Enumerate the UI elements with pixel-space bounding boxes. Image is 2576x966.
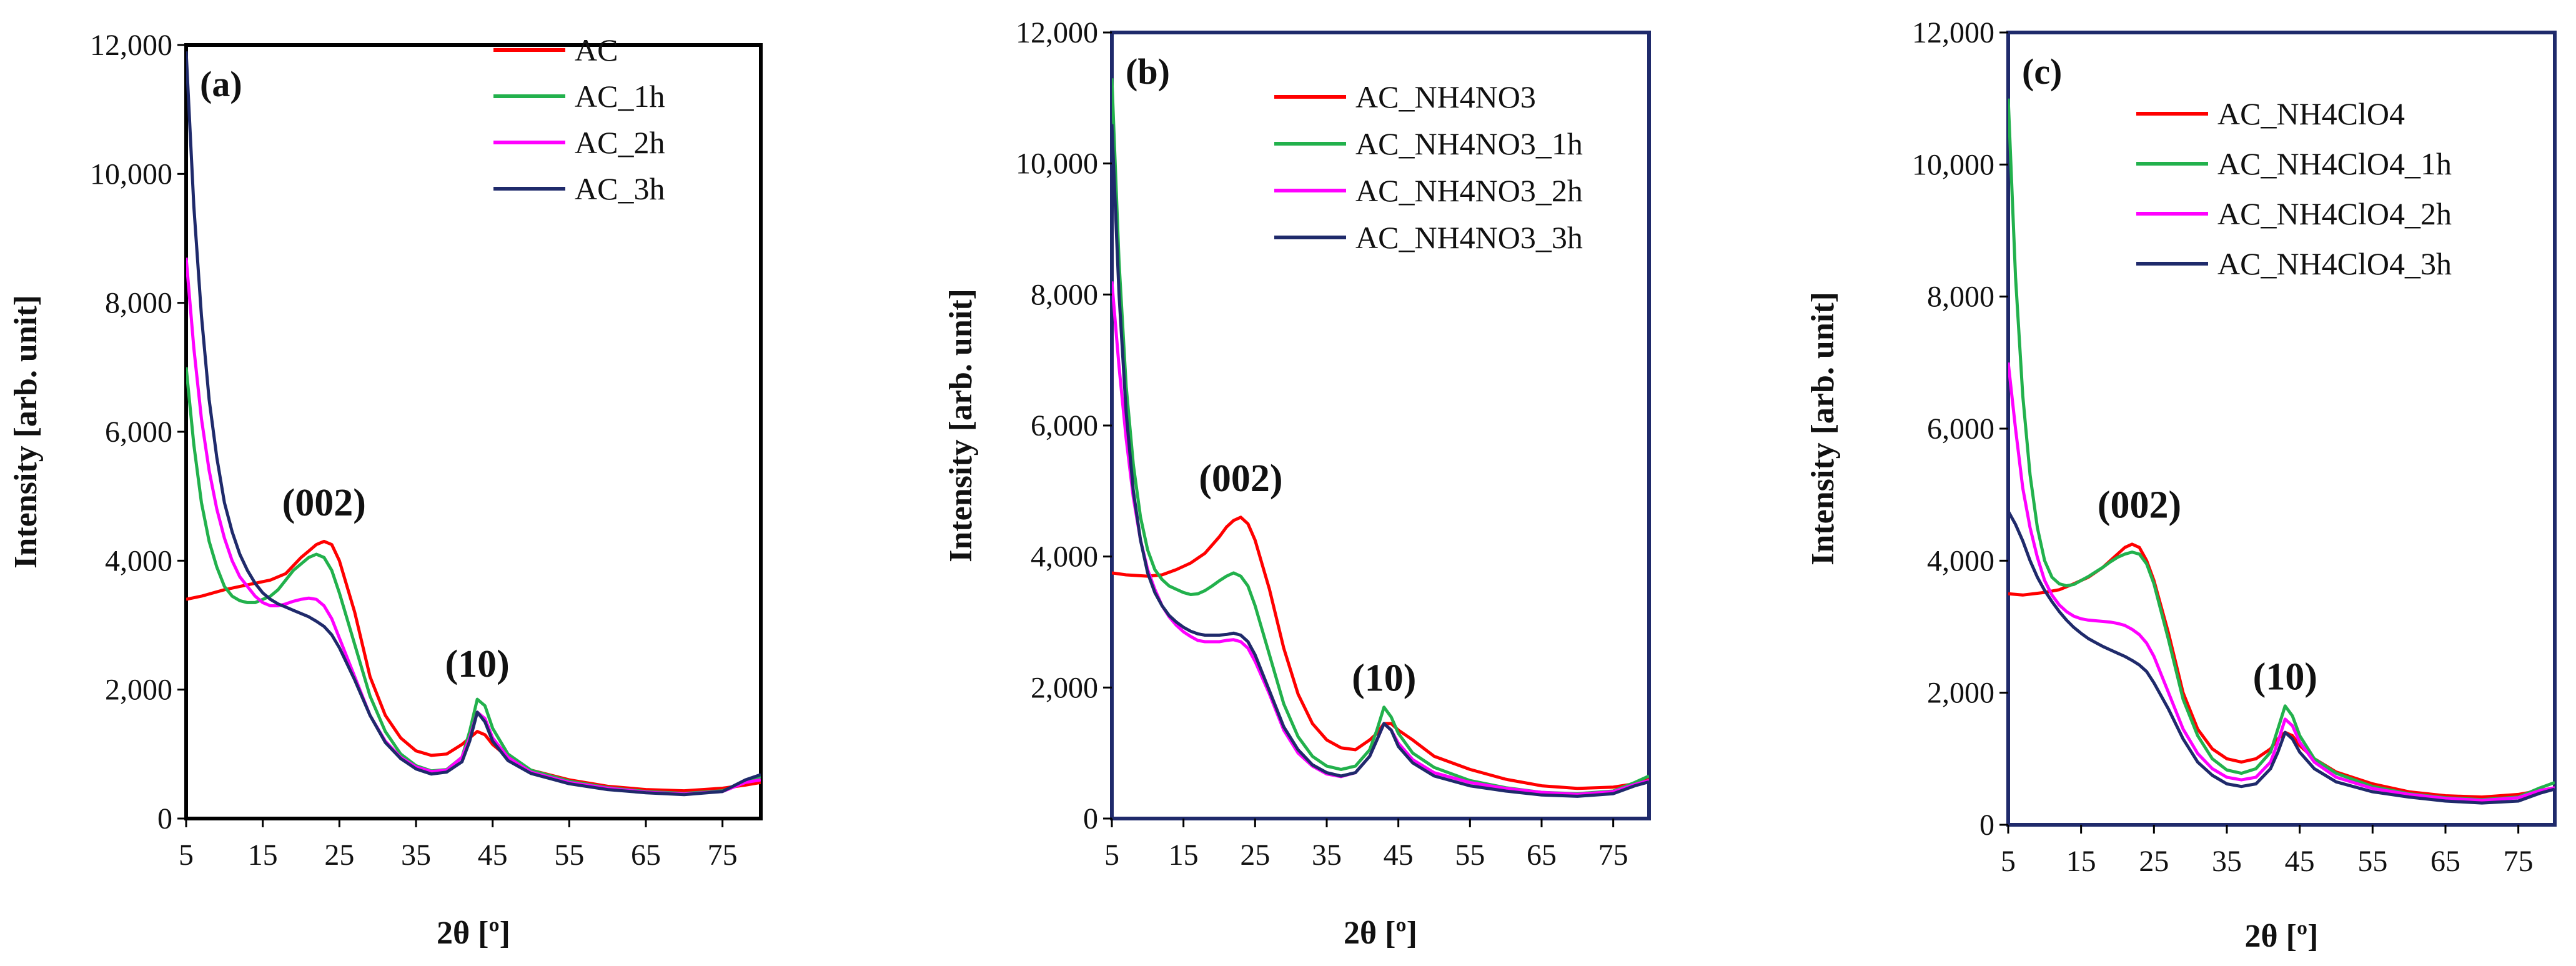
series-line-ac-nh4clo4-1h bbox=[2008, 98, 2555, 802]
x-tick-label: 25 bbox=[324, 839, 354, 872]
series-line-ac-3h bbox=[186, 51, 761, 797]
y-axis-title: Intensity [arb. unit] bbox=[1805, 292, 1841, 565]
x-axis-title: 2θ [º] bbox=[437, 915, 510, 951]
y-tick-label: 6,000 bbox=[1031, 409, 1098, 442]
x-tick-label: 15 bbox=[248, 839, 278, 872]
x-axis-title: 2θ [º] bbox=[1344, 915, 1417, 951]
legend-entry: AC_NH4ClO4 bbox=[2217, 96, 2405, 131]
y-tick-label: 12,000 bbox=[90, 29, 172, 62]
y-tick-label: 12,000 bbox=[1016, 16, 1098, 49]
legend-entry: AC_3h bbox=[575, 171, 665, 206]
y-axis-title: Intensity [arb. unit] bbox=[943, 289, 979, 562]
peak-annotation: (002) bbox=[2098, 484, 2181, 527]
x-tick-label: 35 bbox=[2212, 845, 2242, 878]
legend-entry: AC_2h bbox=[575, 125, 665, 160]
panel-label: (b) bbox=[1126, 51, 1170, 92]
legend-entry: AC_NH4NO3_1h bbox=[1355, 126, 1583, 161]
plot-frame bbox=[184, 43, 763, 820]
legend-entry: AC_NH4NO3_3h bbox=[1355, 220, 1583, 255]
y-tick-label: 4,000 bbox=[105, 544, 172, 577]
x-tick-label: 15 bbox=[2066, 845, 2096, 878]
x-tick-label: 75 bbox=[1598, 839, 1628, 872]
x-tick-label: 55 bbox=[554, 839, 584, 872]
y-tick-label: 8,000 bbox=[105, 287, 172, 320]
x-tick-label: 45 bbox=[1384, 839, 1414, 872]
legend-entry: AC_NH4ClO4_1h bbox=[2217, 146, 2452, 181]
x-axis-title: 2θ [º] bbox=[2245, 919, 2319, 954]
chart-panel-3: 0 2,000 4,000 6,000 8,000 10,000 12,000 5 15 25 35… bbox=[1805, 16, 2557, 954]
peak-annotation: (002) bbox=[1199, 457, 1282, 500]
x-tick-label: 75 bbox=[708, 839, 738, 872]
y-tick-label: 10,000 bbox=[1912, 148, 1994, 181]
y-tick-label: 0 bbox=[1083, 802, 1098, 835]
legend-entry: AC bbox=[575, 32, 618, 67]
x-tick-label: 5 bbox=[1104, 839, 1119, 872]
y-tick-label: 8,000 bbox=[1927, 281, 1994, 314]
x-tick-label: 15 bbox=[1169, 839, 1199, 872]
series-line-ac-nh4no3-1h bbox=[1112, 78, 1649, 795]
x-tick-label: 45 bbox=[2285, 845, 2315, 878]
x-tick-label: 5 bbox=[179, 839, 194, 872]
x-tick-label: 55 bbox=[2357, 845, 2387, 878]
x-tick-label: 65 bbox=[2430, 845, 2460, 878]
series-line-ac-1h bbox=[186, 367, 761, 795]
panel-label: (a) bbox=[200, 64, 242, 104]
peak-annotation: (10) bbox=[445, 643, 509, 685]
peak-annotation: (10) bbox=[2253, 655, 2317, 698]
peak-annotation: (10) bbox=[1352, 657, 1416, 700]
legend-entry: AC_NH4NO3_2h bbox=[1355, 173, 1583, 208]
y-tick-label: 8,000 bbox=[1031, 278, 1098, 311]
y-tick-label: 4,000 bbox=[1031, 540, 1098, 574]
x-tick-label: 45 bbox=[478, 839, 508, 872]
chart-panel-1: 0 2,000 4,000 6,000 8,000 10,000 12,000 5 15 25 35… bbox=[8, 29, 763, 951]
legend-entry: AC_1h bbox=[575, 79, 665, 114]
chart-panel-2: 0 2,000 4,000 6,000 8,000 10,000 12,000 5 15 25 35… bbox=[943, 16, 1651, 951]
series-line-ac-nh4clo4-2h bbox=[2008, 362, 2555, 802]
series-line-ac-nh4no3-3h bbox=[1112, 124, 1649, 798]
x-tick-label: 35 bbox=[1312, 839, 1342, 872]
legend-entry: AC_NH4ClO4_3h bbox=[2217, 246, 2452, 281]
x-tick-label: 35 bbox=[401, 839, 431, 872]
y-axis-title: Intensity [arb. unit] bbox=[8, 295, 44, 569]
y-tick-label: 0 bbox=[1979, 809, 1994, 842]
x-tick-label: 55 bbox=[1455, 839, 1485, 872]
x-tick-label: 65 bbox=[1527, 839, 1557, 872]
x-tick-label: 5 bbox=[2001, 845, 2016, 878]
y-tick-label: 10,000 bbox=[90, 157, 172, 191]
peak-annotation: (002) bbox=[282, 482, 366, 524]
x-tick-label: 65 bbox=[631, 839, 661, 872]
y-tick-label: 6,000 bbox=[1927, 412, 1994, 446]
y-tick-label: 0 bbox=[157, 802, 172, 835]
y-tick-label: 12,000 bbox=[1912, 16, 1994, 49]
legend-entry: AC_NH4NO3 bbox=[1355, 79, 1536, 114]
y-tick-label: 2,000 bbox=[105, 674, 172, 707]
y-tick-label: 4,000 bbox=[1927, 544, 1994, 577]
series-line-ac-nh4clo4-3h bbox=[2008, 510, 2555, 805]
series-line-ac-nh4no3 bbox=[1112, 515, 1649, 790]
y-tick-label: 10,000 bbox=[1016, 147, 1098, 181]
x-tick-label: 75 bbox=[2504, 845, 2534, 878]
y-tick-label: 6,000 bbox=[105, 416, 172, 449]
x-tick-label: 25 bbox=[2139, 845, 2169, 878]
x-tick-label: 25 bbox=[1240, 839, 1270, 872]
legend-entry: AC_NH4ClO4_2h bbox=[2217, 196, 2452, 231]
panel-label: (c) bbox=[2022, 51, 2062, 92]
y-tick-label: 2,000 bbox=[1031, 671, 1098, 704]
y-tick-label: 2,000 bbox=[1927, 677, 1994, 710]
